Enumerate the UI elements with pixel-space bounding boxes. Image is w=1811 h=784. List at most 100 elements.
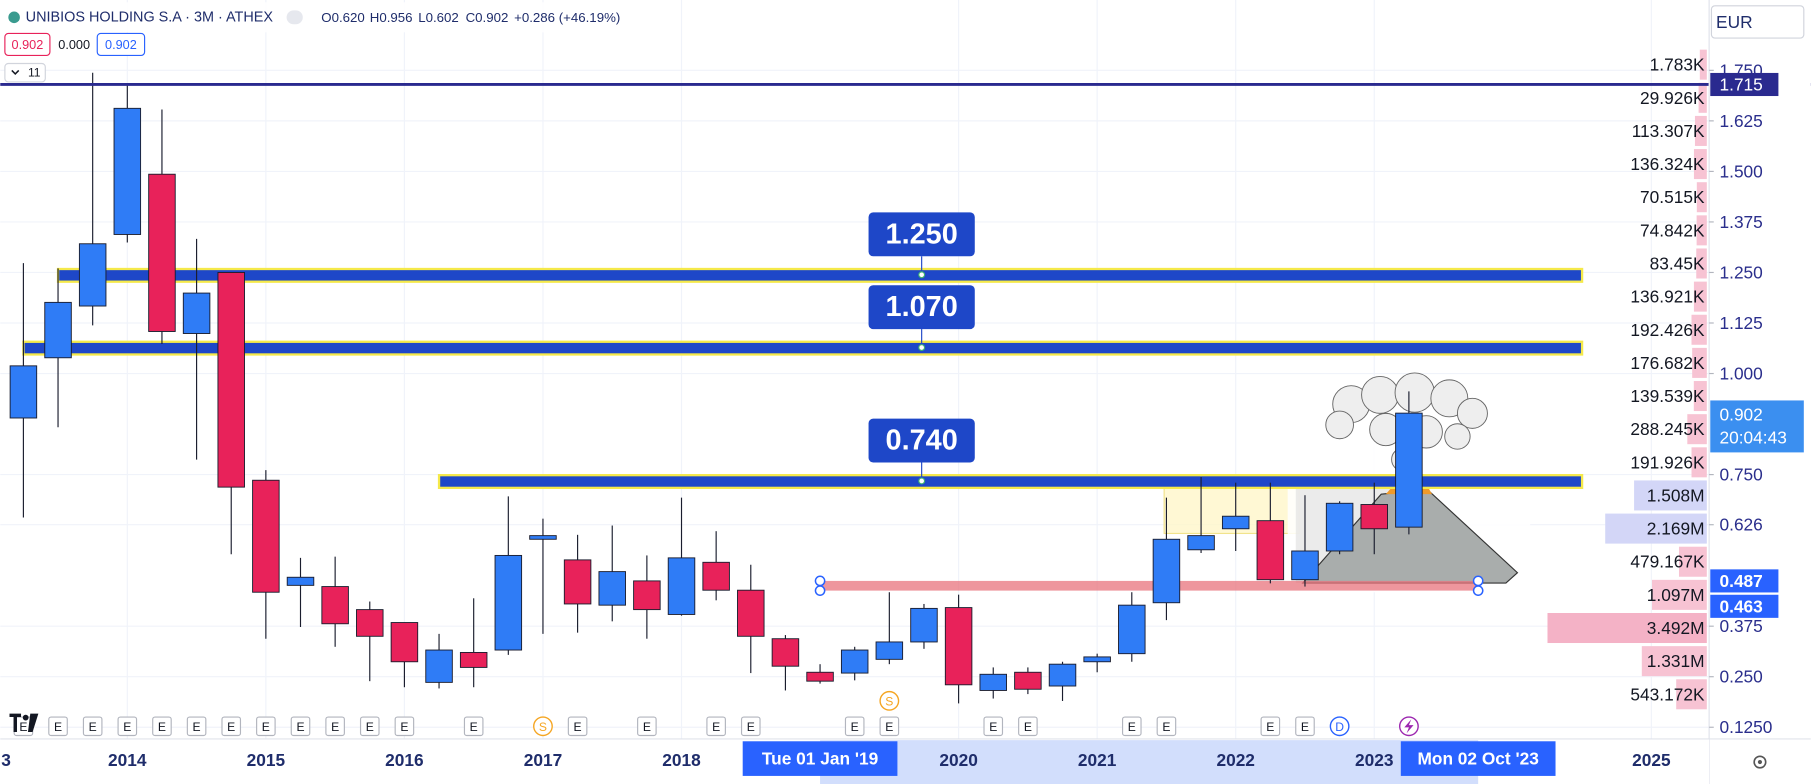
- status-dot[interactable]: [286, 10, 303, 25]
- input-box[interactable]: [4, 32, 51, 56]
- range-date-label: Tue 01 Jan '19: [762, 749, 878, 769]
- candle-body: [1083, 656, 1111, 663]
- event-marker[interactable]: [1295, 716, 1315, 737]
- range-price-box: [1710, 569, 1779, 593]
- candle-body: [1152, 538, 1181, 604]
- range-box: [820, 580, 1479, 591]
- candle-body: [217, 272, 245, 488]
- volume-label: 136.921K: [1630, 287, 1705, 307]
- price-axis-labels: 1.7501.6251.5001.3751.2501.1251.0000.750…: [1709, 60, 1804, 737]
- event-marker[interactable]: [706, 716, 726, 737]
- event-marker[interactable]: [879, 716, 900, 737]
- range-handle[interactable]: [1472, 575, 1484, 587]
- levels: [22, 267, 1584, 490]
- volume-label: 83.45K: [1650, 253, 1705, 273]
- x-tick-label: 2015: [247, 750, 286, 770]
- y-tick-label: 1.625: [1720, 111, 1763, 131]
- event-marker[interactable]: [1329, 716, 1350, 737]
- event-marker[interactable]: [1121, 716, 1142, 737]
- settings-button[interactable]: [1753, 755, 1767, 769]
- candle-body: [598, 571, 626, 606]
- candle-body: [1256, 520, 1285, 581]
- event-marker[interactable]: [325, 716, 345, 737]
- input-value: 0.902: [12, 38, 44, 52]
- event-marker[interactable]: [567, 716, 588, 737]
- drawing-overlay: [1163, 372, 1531, 593]
- event-label: E: [331, 720, 339, 734]
- candle-body: [667, 557, 696, 615]
- candle-body: [356, 609, 384, 637]
- range-handle[interactable]: [1472, 585, 1484, 596]
- ohlc-open: O0.620: [321, 10, 365, 25]
- symbol-logo: [8, 11, 20, 24]
- level-label-box: [868, 212, 975, 257]
- ohlc-high: H0.956: [370, 10, 413, 25]
- y-tick-label: 1.375: [1720, 212, 1763, 232]
- candle-body: [1325, 502, 1354, 552]
- event-marker[interactable]: [1018, 716, 1038, 737]
- event-marker[interactable]: [983, 716, 1004, 737]
- event-marker[interactable]: [394, 716, 415, 737]
- x-tick-label: 2021: [1078, 750, 1117, 770]
- split-event-marker[interactable]: [1398, 716, 1419, 737]
- volume-bar: [1693, 381, 1707, 412]
- event-marker[interactable]: [221, 716, 242, 737]
- event-marker[interactable]: [152, 716, 172, 737]
- ohlc-low: L0.602: [418, 10, 459, 25]
- event-marker[interactable]: [844, 716, 865, 737]
- event-marker[interactable]: [256, 716, 276, 737]
- event-label: E: [296, 720, 304, 734]
- y-tick-label: 0.626: [1720, 515, 1763, 535]
- volume-profile: [1547, 49, 1707, 710]
- currency-selector[interactable]: EUR: [1710, 5, 1805, 39]
- event-marker[interactable]: [879, 690, 900, 711]
- level-band: [56, 267, 1584, 283]
- volume-label: 3.492M: [1647, 618, 1705, 638]
- event-marker[interactable]: [82, 716, 103, 737]
- event-marker[interactable]: [1156, 716, 1177, 737]
- event-label: S: [885, 694, 893, 708]
- event-marker[interactable]: [117, 716, 138, 737]
- candle-body: [563, 559, 592, 605]
- range-handle[interactable]: [814, 585, 826, 596]
- event-label: E: [193, 720, 201, 734]
- event-marker[interactable]: [740, 716, 761, 737]
- volume-label: 136.324K: [1630, 154, 1705, 174]
- last-price-box: [1710, 400, 1804, 453]
- event-marker[interactable]: [359, 716, 380, 737]
- x-tick-label: 2022: [1216, 750, 1254, 770]
- range-date-box: [1400, 741, 1556, 776]
- volume-bar: [1547, 612, 1707, 644]
- currency: EUR: [1716, 12, 1753, 32]
- candle-body: [494, 554, 523, 651]
- input-box[interactable]: [96, 32, 146, 56]
- candle-body: [771, 638, 800, 667]
- event-marker[interactable]: [463, 716, 484, 737]
- price-label: 1.715: [1720, 74, 1763, 94]
- candle-body: [875, 641, 904, 660]
- range-handle[interactable]: [814, 575, 826, 587]
- event-marker[interactable]: [48, 716, 68, 737]
- volume-bar: [1634, 480, 1707, 511]
- candle-body: [1014, 671, 1042, 690]
- y-tick-label: 1.125: [1720, 313, 1763, 333]
- volume-bar: [1691, 314, 1707, 345]
- event-label: E: [158, 720, 166, 734]
- volume-bar: [1699, 49, 1707, 80]
- event-marker[interactable]: [1260, 716, 1281, 737]
- event-marker[interactable]: [533, 716, 553, 737]
- event-marker[interactable]: [637, 716, 657, 737]
- event-label: S: [539, 720, 547, 734]
- candles: [9, 72, 1423, 704]
- events: E E E E E E E E E E E E E S E E E E E ESE E E E E E D: [13, 690, 1350, 737]
- event-label: E: [366, 720, 374, 734]
- volume-bar: [1693, 149, 1707, 180]
- level-label-box: [868, 418, 975, 463]
- symbol-title[interactable]: UNIBIOS HOLDING S.A · 3M · ATHEX: [26, 9, 274, 25]
- event-marker[interactable]: [290, 716, 311, 737]
- volume-bar: [1696, 182, 1707, 213]
- event-marker[interactable]: [186, 716, 207, 737]
- indicators-toggle[interactable]: 11: [4, 62, 46, 83]
